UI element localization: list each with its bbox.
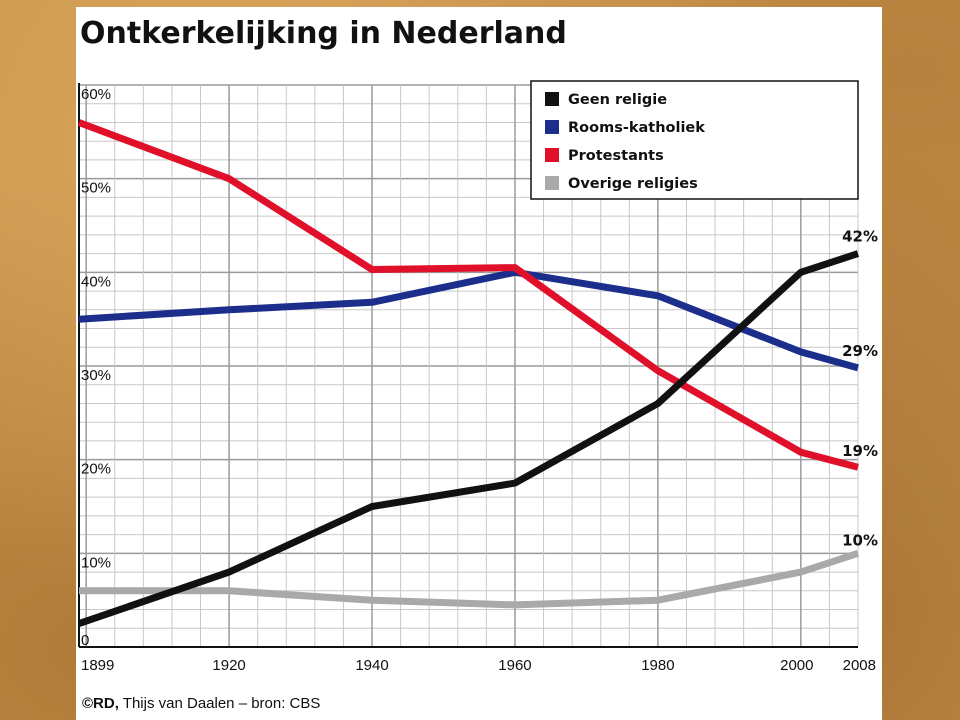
plot-grid: [78, 83, 859, 648]
x-tick-label: 1980: [641, 657, 674, 674]
x-tick-label: 1920: [212, 657, 245, 674]
series-lines: [77, 119, 860, 627]
x-tick-label: 1940: [355, 657, 388, 674]
y-tick-label: 0: [81, 632, 89, 649]
legend: Geen religie Rooms-katholiek Protestants Ov…: [530, 80, 859, 200]
y-tick-label: 50%: [81, 180, 111, 197]
legend-label: Rooms-katholiek: [568, 120, 705, 136]
series-line-1: [78, 268, 859, 372]
legend-label: Geen religie: [568, 92, 667, 108]
axis-ticks: 0 10% 20% 30% 40% 50% 60% 1899 1920 1940 1960 1980 2…: [81, 86, 876, 674]
credit-brand: ©RD,: [82, 695, 119, 712]
legend-label: Overige religies: [568, 176, 698, 192]
series-line-3: [79, 549, 860, 609]
end-label: 29%: [842, 342, 878, 360]
x-tick-label: 1899: [81, 657, 114, 674]
legend-label: Protestants: [568, 148, 664, 164]
y-tick-label: 20%: [81, 461, 111, 478]
end-label: 42%: [842, 228, 878, 246]
x-tick-label: 1960: [498, 657, 531, 674]
y-tick-label: 40%: [81, 273, 111, 290]
y-tick-label: 60%: [81, 86, 111, 103]
legend-box: [530, 80, 859, 200]
legend-swatch: [545, 148, 559, 162]
chart: Ontkerkelijking in Nederland 0 10% 20% 30% 4…: [77, 16, 878, 712]
end-label: 10%: [842, 531, 878, 549]
y-tick-label: 30%: [81, 367, 111, 384]
y-tick-label: 10%: [81, 554, 111, 571]
chart-card: Ontkerkelijking in Nederland 0 10% 20% 30% 4…: [76, 7, 882, 720]
chart-credit: ©RD, Thijs van Daalen – bron: CBS: [82, 695, 320, 712]
chart-title: Ontkerkelijking in Nederland: [80, 16, 567, 51]
x-tick-label: 2008: [843, 657, 876, 674]
end-labels: 42% 29% 19% 10%: [842, 228, 878, 550]
legend-swatch: [545, 120, 559, 134]
series-line-0: [77, 250, 860, 627]
x-tick-label: 2000: [780, 657, 813, 674]
legend-swatch: [545, 92, 559, 106]
credit-text: Thijs van Daalen – bron: CBS: [123, 695, 321, 712]
series-line-2: [77, 119, 859, 471]
end-label: 19%: [842, 442, 878, 460]
legend-swatch: [545, 176, 559, 190]
